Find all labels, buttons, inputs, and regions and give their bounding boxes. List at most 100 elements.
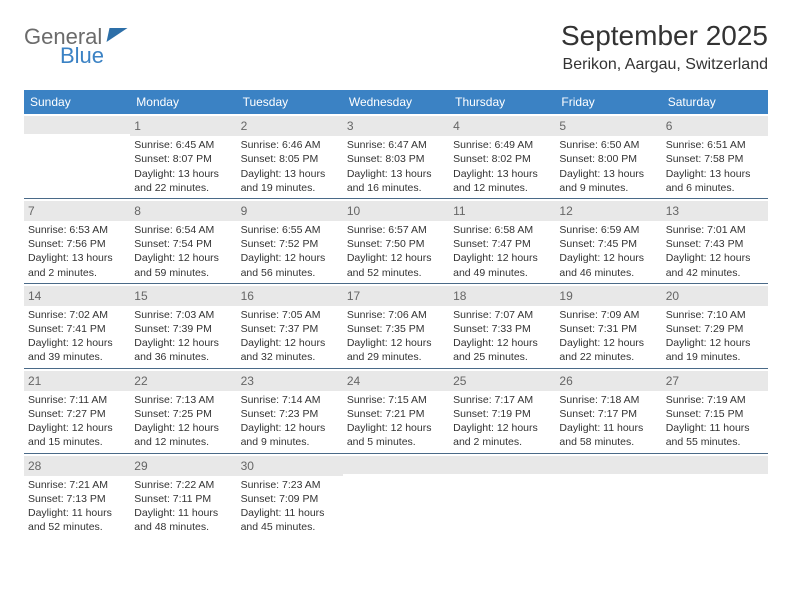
daylight-text: Daylight: 13 hours and 12 minutes. [453,167,551,195]
daylight-text: Daylight: 12 hours and 9 minutes. [241,421,339,449]
sunrise-text: Sunrise: 6:45 AM [134,138,232,152]
day-number: 27 [662,371,768,391]
day-number: 8 [130,201,236,221]
daylight-text: Daylight: 12 hours and 59 minutes. [134,251,232,279]
day-cell: 14Sunrise: 7:02 AMSunset: 7:41 PMDayligh… [24,283,130,368]
day-cell [555,453,661,537]
sunrise-text: Sunrise: 7:03 AM [134,308,232,322]
day-cell: 27Sunrise: 7:19 AMSunset: 7:15 PMDayligh… [662,368,768,453]
day-number [555,456,661,474]
sunrise-text: Sunrise: 7:17 AM [453,393,551,407]
week-row: 7Sunrise: 6:53 AMSunset: 7:56 PMDaylight… [24,198,768,283]
daylight-text: Daylight: 12 hours and 56 minutes. [241,251,339,279]
day-cell: 28Sunrise: 7:21 AMSunset: 7:13 PMDayligh… [24,453,130,537]
sunset-text: Sunset: 7:45 PM [559,237,657,251]
sunrise-text: Sunrise: 7:11 AM [28,393,126,407]
sunrise-text: Sunrise: 7:02 AM [28,308,126,322]
sunset-text: Sunset: 8:00 PM [559,152,657,166]
day-cell: 30Sunrise: 7:23 AMSunset: 7:09 PMDayligh… [237,453,343,537]
day-cell: 7Sunrise: 6:53 AMSunset: 7:56 PMDaylight… [24,198,130,283]
day-cell: 9Sunrise: 6:55 AMSunset: 7:52 PMDaylight… [237,198,343,283]
day-number: 4 [449,116,555,136]
day-cell: 19Sunrise: 7:09 AMSunset: 7:31 PMDayligh… [555,283,661,368]
daylight-text: Daylight: 13 hours and 9 minutes. [559,167,657,195]
sunrise-text: Sunrise: 6:51 AM [666,138,764,152]
daylight-text: Daylight: 12 hours and 22 minutes. [559,336,657,364]
day-cell: 29Sunrise: 7:22 AMSunset: 7:11 PMDayligh… [130,453,236,537]
daylight-text: Daylight: 12 hours and 36 minutes. [134,336,232,364]
sunrise-text: Sunrise: 7:13 AM [134,393,232,407]
day-number: 12 [555,201,661,221]
day-cell [662,453,768,537]
sunset-text: Sunset: 8:05 PM [241,152,339,166]
day-body [666,476,764,528]
sunset-text: Sunset: 7:25 PM [134,407,232,421]
day-cell: 2Sunrise: 6:46 AMSunset: 8:05 PMDaylight… [237,114,343,198]
brand-line2: Blue [60,45,104,67]
day-number: 26 [555,371,661,391]
day-cell: 22Sunrise: 7:13 AMSunset: 7:25 PMDayligh… [130,368,236,453]
sunrise-text: Sunrise: 7:22 AM [134,478,232,492]
dow-saturday: Saturday [662,90,768,114]
day-number [449,456,555,474]
day-cell: 8Sunrise: 6:54 AMSunset: 7:54 PMDaylight… [130,198,236,283]
month-title: September 2025 [561,20,768,52]
day-number: 19 [555,286,661,306]
daylight-text: Daylight: 13 hours and 22 minutes. [134,167,232,195]
brand-mark-icon [107,28,128,42]
day-cell: 6Sunrise: 6:51 AMSunset: 7:58 PMDaylight… [662,114,768,198]
day-body: Sunrise: 7:10 AMSunset: 7:29 PMDaylight:… [666,308,764,365]
sunrise-text: Sunrise: 6:57 AM [347,223,445,237]
daylight-text: Daylight: 13 hours and 6 minutes. [666,167,764,195]
sunrise-text: Sunrise: 7:23 AM [241,478,339,492]
dow-wednesday: Wednesday [343,90,449,114]
daylight-text: Daylight: 12 hours and 12 minutes. [134,421,232,449]
day-body: Sunrise: 7:22 AMSunset: 7:11 PMDaylight:… [134,478,232,535]
day-cell: 25Sunrise: 7:17 AMSunset: 7:19 PMDayligh… [449,368,555,453]
day-body: Sunrise: 7:15 AMSunset: 7:21 PMDaylight:… [347,393,445,450]
day-cell: 23Sunrise: 7:14 AMSunset: 7:23 PMDayligh… [237,368,343,453]
day-body: Sunrise: 6:54 AMSunset: 7:54 PMDaylight:… [134,223,232,280]
daylight-text: Daylight: 11 hours and 58 minutes. [559,421,657,449]
day-body: Sunrise: 7:13 AMSunset: 7:25 PMDaylight:… [134,393,232,450]
sunset-text: Sunset: 8:07 PM [134,152,232,166]
sunrise-text: Sunrise: 7:05 AM [241,308,339,322]
day-body: Sunrise: 6:51 AMSunset: 7:58 PMDaylight:… [666,138,764,195]
day-cell: 15Sunrise: 7:03 AMSunset: 7:39 PMDayligh… [130,283,236,368]
sunrise-text: Sunrise: 6:53 AM [28,223,126,237]
day-body: Sunrise: 7:03 AMSunset: 7:39 PMDaylight:… [134,308,232,365]
daylight-text: Daylight: 11 hours and 55 minutes. [666,421,764,449]
sunset-text: Sunset: 7:50 PM [347,237,445,251]
sunrise-text: Sunrise: 7:07 AM [453,308,551,322]
day-body: Sunrise: 6:46 AMSunset: 8:05 PMDaylight:… [241,138,339,195]
day-cell: 10Sunrise: 6:57 AMSunset: 7:50 PMDayligh… [343,198,449,283]
day-number: 18 [449,286,555,306]
sunset-text: Sunset: 8:03 PM [347,152,445,166]
day-body [28,136,126,188]
day-body: Sunrise: 7:07 AMSunset: 7:33 PMDaylight:… [453,308,551,365]
sunrise-text: Sunrise: 6:50 AM [559,138,657,152]
daylight-text: Daylight: 13 hours and 16 minutes. [347,167,445,195]
day-number [343,456,449,474]
sunset-text: Sunset: 7:41 PM [28,322,126,336]
day-cell: 3Sunrise: 6:47 AMSunset: 8:03 PMDaylight… [343,114,449,198]
day-number: 16 [237,286,343,306]
sunset-text: Sunset: 7:33 PM [453,322,551,336]
day-body: Sunrise: 7:23 AMSunset: 7:09 PMDaylight:… [241,478,339,535]
daylight-text: Daylight: 12 hours and 46 minutes. [559,251,657,279]
sunrise-text: Sunrise: 7:10 AM [666,308,764,322]
day-cell: 20Sunrise: 7:10 AMSunset: 7:29 PMDayligh… [662,283,768,368]
sunrise-text: Sunrise: 6:49 AM [453,138,551,152]
day-body: Sunrise: 7:06 AMSunset: 7:35 PMDaylight:… [347,308,445,365]
day-body [559,476,657,528]
sunset-text: Sunset: 7:43 PM [666,237,764,251]
day-body: Sunrise: 6:55 AMSunset: 7:52 PMDaylight:… [241,223,339,280]
day-body: Sunrise: 6:50 AMSunset: 8:00 PMDaylight:… [559,138,657,195]
sunrise-text: Sunrise: 7:21 AM [28,478,126,492]
brand-logo: General Blue [24,20,126,67]
day-body: Sunrise: 6:53 AMSunset: 7:56 PMDaylight:… [28,223,126,280]
day-number: 14 [24,286,130,306]
day-body [453,476,551,528]
day-body: Sunrise: 7:21 AMSunset: 7:13 PMDaylight:… [28,478,126,535]
sunrise-text: Sunrise: 6:58 AM [453,223,551,237]
